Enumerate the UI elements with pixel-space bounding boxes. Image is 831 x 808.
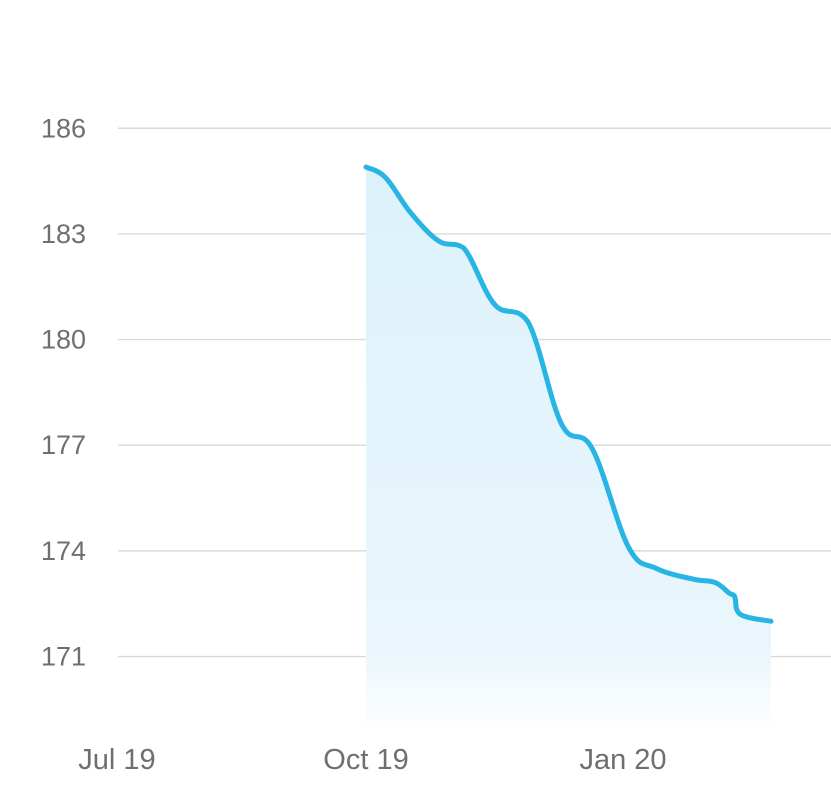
y-axis-tick-labels: 186 183 180 177 174 171: [41, 113, 86, 671]
series-line-layer: [363, 164, 774, 624]
x-tick-label: Jan 20: [579, 744, 666, 776]
y-tick-label: 174: [41, 536, 86, 566]
x-tick-label: Jul 19: [78, 744, 155, 776]
y-tick-label: 171: [41, 642, 86, 672]
x-axis-tick-labels: Jul 19 Oct 19 Jan 20: [78, 744, 666, 776]
series-line: [363, 164, 774, 624]
y-tick-label: 186: [41, 113, 86, 143]
y-tick-label: 180: [41, 325, 86, 355]
y-tick-label: 177: [41, 430, 86, 460]
area-fill-layer: [366, 167, 772, 734]
x-tick-label: Oct 19: [323, 744, 408, 776]
area-fill: [366, 167, 772, 734]
y-tick-label: 183: [41, 219, 86, 249]
